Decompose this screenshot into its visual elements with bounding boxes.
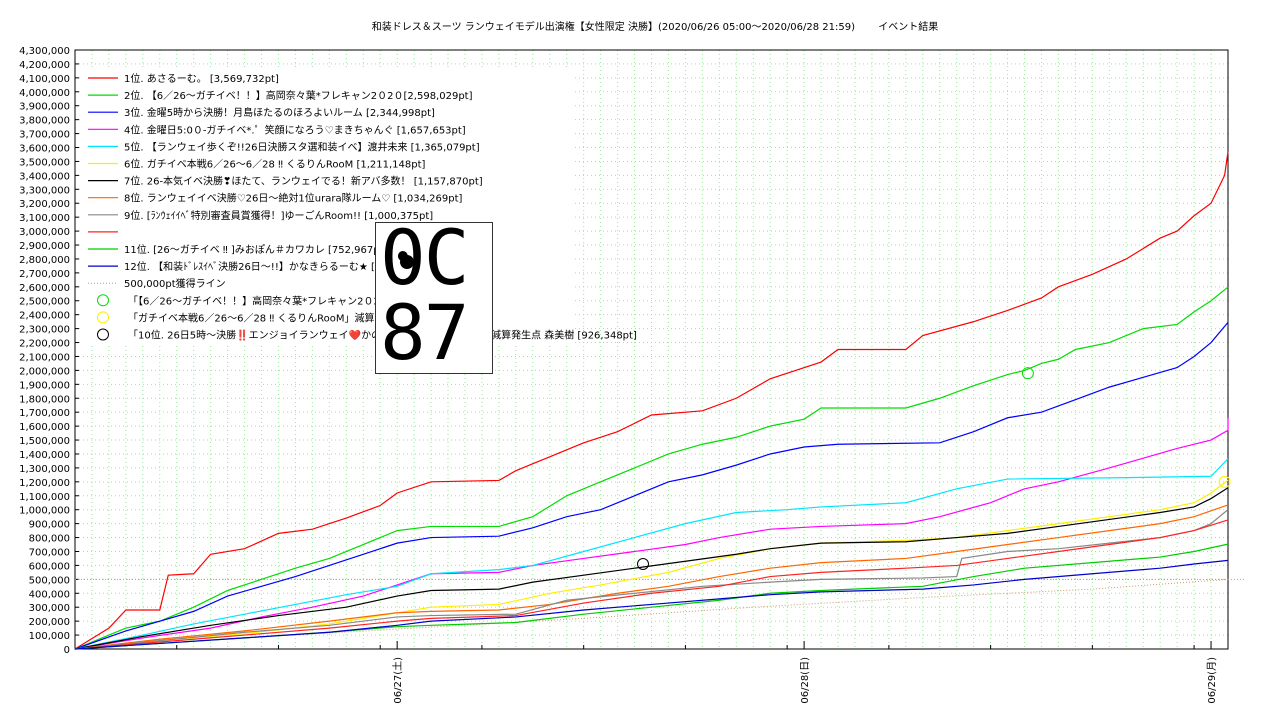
y-tick-label: 2,600,000 (19, 283, 70, 294)
legend-marker (97, 294, 109, 307)
x-tick-label: 06/29(月) (1206, 657, 1218, 704)
legend-entry: 11位. [26〜ガチイベ ‼ ]みおぽん＃カワカレ [752,967pt] (124, 243, 388, 256)
marker-layer (637, 367, 1231, 571)
y-tick-label: 1,700,000 (19, 408, 70, 419)
y-tick-label: 2,700,000 (19, 269, 70, 280)
x-tick-label: 06/27(土) (391, 657, 404, 704)
legend-entry: 1位. あさるーむ。 [3,569,732pt] (124, 72, 279, 85)
series-line-2 (74, 286, 1229, 650)
legend-marker (97, 311, 109, 324)
y-tick-label: 3,300,000 (19, 185, 70, 196)
legend-entry: 8位. ランウェイイベ決勝♡26日〜絶対1位urara隊ルーム♡ [1,034,… (124, 192, 462, 205)
y-tick-label: 1,200,000 (19, 478, 70, 489)
y-tick-label: 100,000 (29, 631, 70, 642)
legend-entry: 3位. 金曜5時から決勝！月島ほたるのほろよいルーム [2,344,998pt] (124, 106, 435, 119)
series-line-5 (74, 458, 1229, 650)
series-line-9 (74, 509, 1229, 650)
y-tick-label: 2,900,000 (19, 241, 70, 252)
decrease-marker-2 (1218, 475, 1231, 488)
y-tick-label: 4,100,000 (19, 74, 70, 85)
y-tick-label: 900,000 (29, 520, 70, 531)
overlay-line-2: 87 (380, 288, 470, 374)
y-tick-label: 300,000 (29, 603, 70, 614)
legend-entry: 7位. 26-本気イベ決勝❣ほたて、ランウェイでる！新アバ多数！ [1,157,… (124, 175, 483, 188)
y-tick-label: 4,000,000 (19, 88, 70, 99)
y-tick-label: 1,900,000 (19, 380, 70, 391)
y-tick-label: 3,700,000 (19, 130, 70, 141)
y-tick-label: 4,300,000 (19, 46, 70, 57)
y-tick-label: 2,400,000 (19, 311, 70, 322)
y-tick-label: 1,000,000 (19, 506, 70, 517)
y-tick-label: 700,000 (29, 547, 70, 558)
y-tick-label: 3,100,000 (19, 213, 70, 224)
legend-entry: 「【6／26〜ガチイベ！！】高岡奈々葉*フレキャン2０2０」減算発生点 (128, 294, 450, 307)
y-tick-label: 200,000 (29, 617, 70, 628)
legend-entry: 12位. 【和装ﾄﾞﾚｽｲﾍﾞ決勝26日〜!!】かなきらるーむ★ [636,39… (124, 260, 429, 273)
y-tick-label: 3,600,000 (19, 144, 70, 155)
overlay-dot-icon (400, 255, 414, 269)
decrease-marker-1 (1021, 367, 1034, 380)
y-tick-label: 3,800,000 (19, 116, 70, 127)
y-tick-label: 1,300,000 (19, 464, 70, 475)
y-tick-label: 2,100,000 (19, 352, 70, 363)
y-tick-label: 1,800,000 (19, 394, 70, 405)
y-tick-label: 2,200,000 (19, 339, 70, 350)
series-line-12 (74, 559, 1229, 650)
y-tick-label: 3,900,000 (19, 102, 70, 113)
y-tick-label: 3,000,000 (19, 227, 70, 238)
y-tick-label: 1,600,000 (19, 422, 70, 433)
axes: 0 100,000 200,000 300,000 400,000 500,000 600,… (19, 46, 1229, 704)
chart-title: 和装ドレス＆スーツ ランウェイモデル出演権【女性限定 決勝】(2020/06/2… (372, 20, 938, 33)
y-tick-label: 400,000 (29, 589, 70, 600)
y-tick-label: 1,100,000 (19, 492, 70, 503)
legend-entry: 5位. 【ランウェイ歩くぞ!!26日決勝スタ選和装イベ】渡井未来 [1,365,… (124, 140, 480, 153)
decrease-marker-3 (637, 558, 650, 571)
overlay-line-1: 0C (380, 222, 470, 302)
y-tick-label: 2,000,000 (19, 366, 70, 377)
series-line-10 (74, 519, 1229, 650)
y-tick-label: 3,200,000 (19, 199, 70, 210)
legend-entry: 6位. ガチイベ本戦6／26〜6／28 ‼ くるりんRooM [1,211,14… (124, 158, 426, 171)
y-tick-label: 3,500,000 (19, 157, 70, 168)
y-tick-label: 600,000 (29, 561, 70, 572)
y-tick-label: 2,300,000 (19, 325, 70, 336)
overlay-code-box: 0C 87 (375, 222, 493, 374)
series-layer (74, 151, 1245, 650)
x-tick-label: 06/28(日) (800, 657, 811, 704)
plot-frame (74, 49, 1229, 650)
legend-entry: 9位. [ﾗﾝｳｪｲｲﾍﾞ特別審査員賞獲得！]ゆーごんRoom!! [1,000… (124, 209, 433, 222)
legend-entry: 2位. 【6／26〜ガチイベ！！】高岡奈々葉*フレキャン2０2０[2,598,0… (124, 89, 473, 102)
y-tick-label: 1,400,000 (19, 450, 70, 461)
legend-entry: 「ガチイベ本戦6／26〜6／28 ‼ くるりんRooM」減算発生点 (128, 311, 405, 324)
series-line-3 (74, 321, 1229, 650)
series-line-6 (74, 479, 1229, 650)
y-tick-label: 2,800,000 (19, 255, 70, 266)
y-tick-label: 500,000 (29, 575, 70, 586)
y-tick-label: 800,000 (29, 534, 70, 545)
legend-marker (97, 328, 109, 341)
y-tick-label: 1,500,000 (19, 436, 70, 447)
y-tick-label: 4,200,000 (19, 60, 70, 71)
series-line-8 (74, 504, 1229, 650)
y-tick-label: 3,400,000 (19, 171, 70, 182)
legend-entry: 500,000pt獲得ライン (124, 277, 226, 290)
y-tick-label: 2,500,000 (19, 297, 70, 308)
legend: 1位. あさるーむ。 [3,569,732pt] 2位. 【6／26〜ガチイベ！！… (83, 67, 637, 345)
series-line-7 (74, 487, 1229, 650)
series-line-4 (74, 418, 1229, 650)
grid (75, 50, 1228, 649)
legend-entry: 4位. 金曜日5:0０-ガチイベ*.゜笑顔になろう♡まきちゃんぐ [1,657,… (124, 123, 466, 136)
y-tick-label: 0 (64, 645, 70, 656)
series-line-1 (74, 151, 1229, 650)
